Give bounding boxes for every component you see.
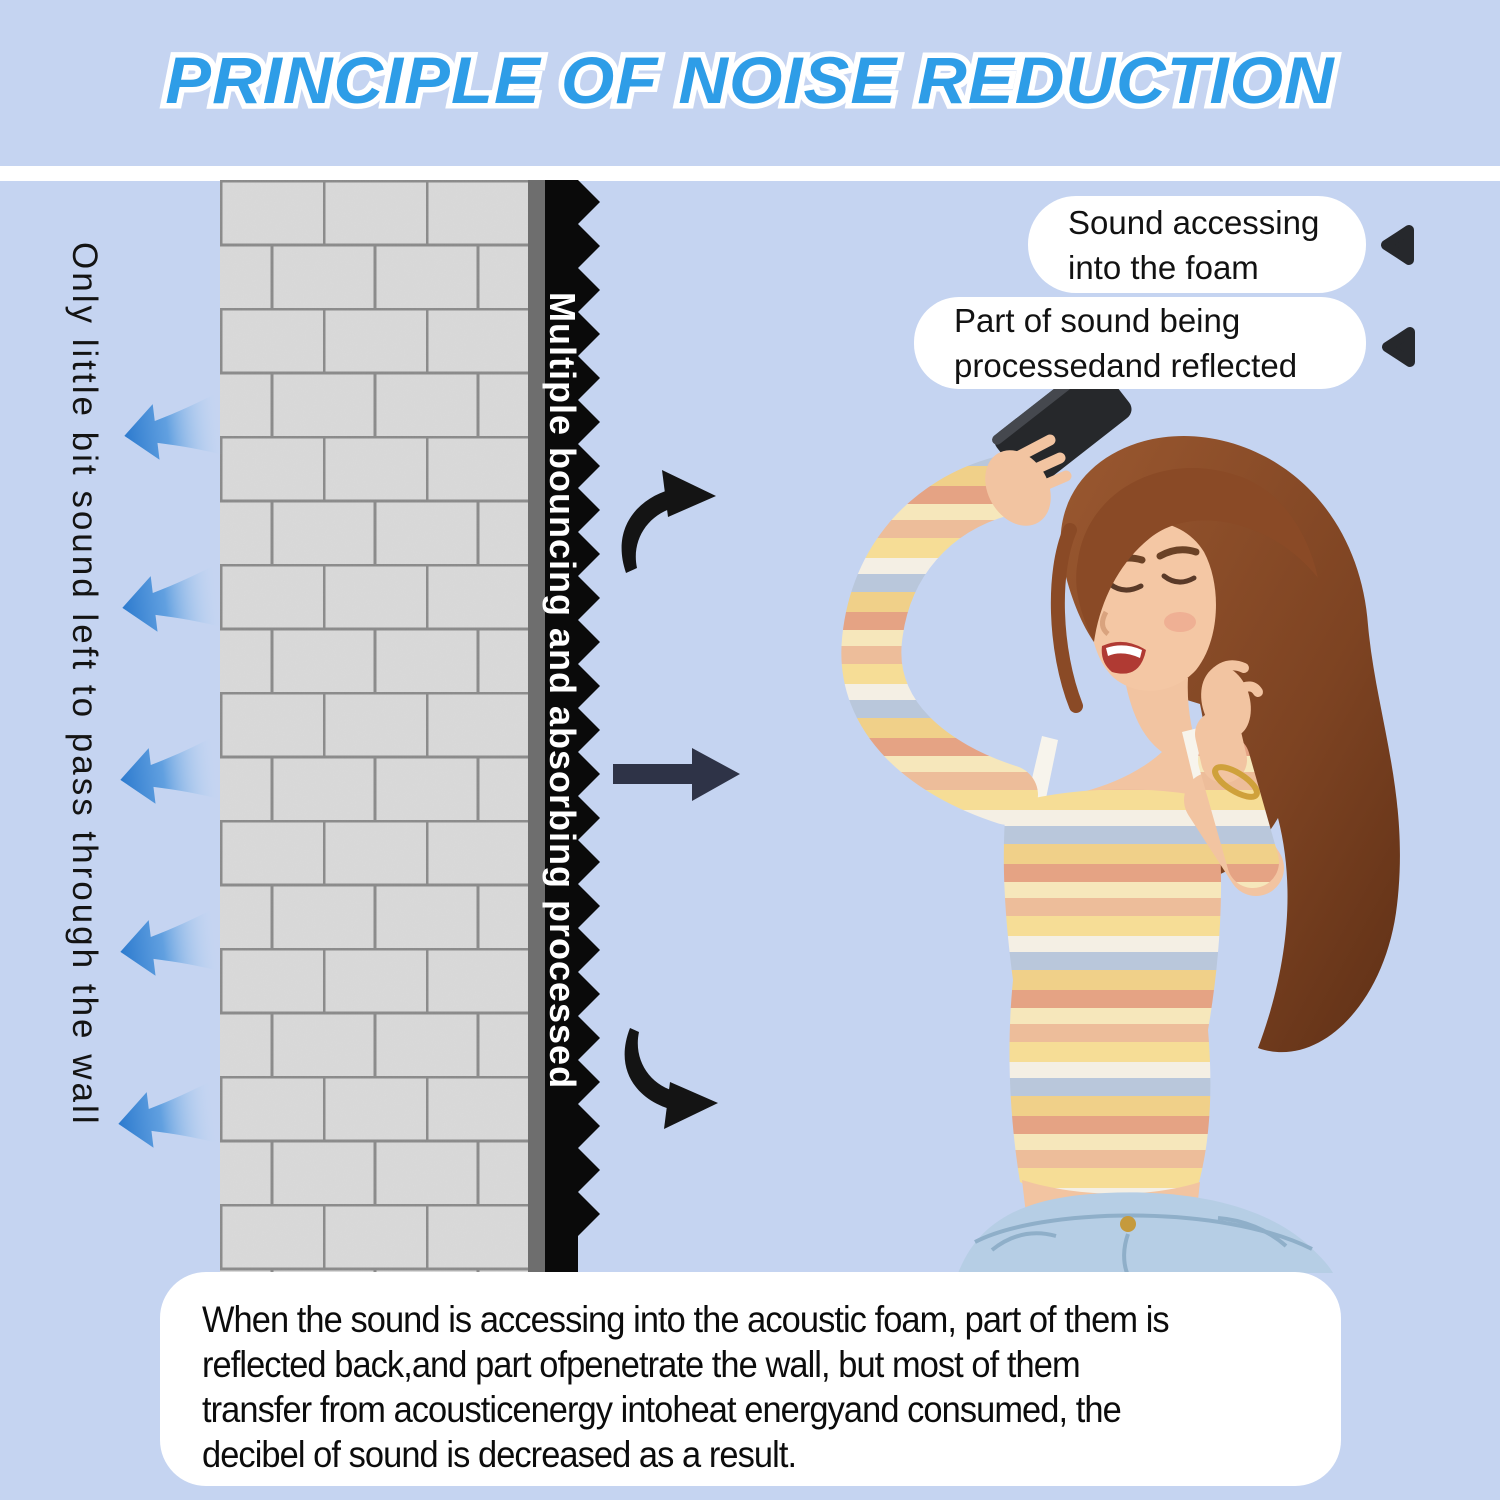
top-white-divider: [0, 166, 1500, 181]
description-box: When the sound is accessing into the aco…: [160, 1272, 1341, 1486]
description-line: When the sound is accessing into the aco…: [202, 1299, 1170, 1340]
description-line: transfer from acousticenergy intoheat en…: [202, 1389, 1122, 1430]
hair-strand: [1050, 523, 1083, 713]
brick-wall-icon: [220, 180, 545, 1273]
bounce-arrow-down-icon: [624, 1028, 718, 1129]
jeans: [958, 1192, 1333, 1274]
closed-eye: [1161, 573, 1197, 585]
acoustic-foam-icon: [545, 180, 600, 1273]
description-line: decibel of sound is decreased as a resul…: [202, 1434, 797, 1475]
left-sound-arrow-icon: [116, 909, 220, 983]
nose: [1100, 610, 1110, 636]
speech-bubble-sound-processed: Part of sound being processedand reflect…: [914, 297, 1366, 389]
left-sound-arrow-icon: [114, 1081, 218, 1155]
wall-backing-strip: [528, 180, 545, 1273]
bubble-line: Part of sound being: [954, 302, 1241, 339]
striped-sleeve: [841, 456, 1038, 825]
bubble-pointer-icon: [1382, 327, 1415, 367]
left-sound-arrow-icon: [116, 737, 220, 811]
foam-side-arrows: [613, 470, 740, 1129]
hair-front: [1076, 467, 1318, 642]
teeth: [1106, 645, 1142, 658]
wall-left-label: Only little bit sound left to pass throu…: [65, 242, 104, 1127]
description-text: When the sound is accessing into the aco…: [202, 1297, 1337, 1477]
bubble-line: Sound accessing: [1068, 203, 1320, 241]
bubble-line: into the foam: [1068, 248, 1259, 286]
blush: [1164, 612, 1196, 632]
woman-illustration: [841, 359, 1400, 1274]
absorb-arrow-icon: [613, 748, 740, 801]
bubble-pointer-icon: [1381, 225, 1414, 265]
hand-holding-phone: [985, 434, 1072, 526]
speech-bubble-sound-accessing: Sound accessing into the foam: [1028, 196, 1366, 293]
description-line: reflected back,and part ofpenetrate the …: [202, 1344, 1081, 1385]
gold-bracelet: [1212, 764, 1260, 800]
bubble-line: processedand reflected: [954, 347, 1298, 384]
left-arm: [1184, 660, 1284, 896]
foam-label: Multiple bouncing and absorbing processe…: [542, 292, 583, 1090]
left-sound-arrow-icon: [118, 565, 222, 639]
left-sound-arrow-icon: [120, 393, 224, 467]
sound-through-wall-arrows: [114, 393, 224, 1155]
striped-top: [1003, 789, 1222, 1200]
bounce-arrow-up-icon: [621, 470, 716, 573]
page-title: PRINCIPLE OF NOISE REDUCTION: [160, 38, 1340, 123]
eyebrow: [1156, 546, 1200, 560]
closed-eye: [1107, 581, 1144, 593]
